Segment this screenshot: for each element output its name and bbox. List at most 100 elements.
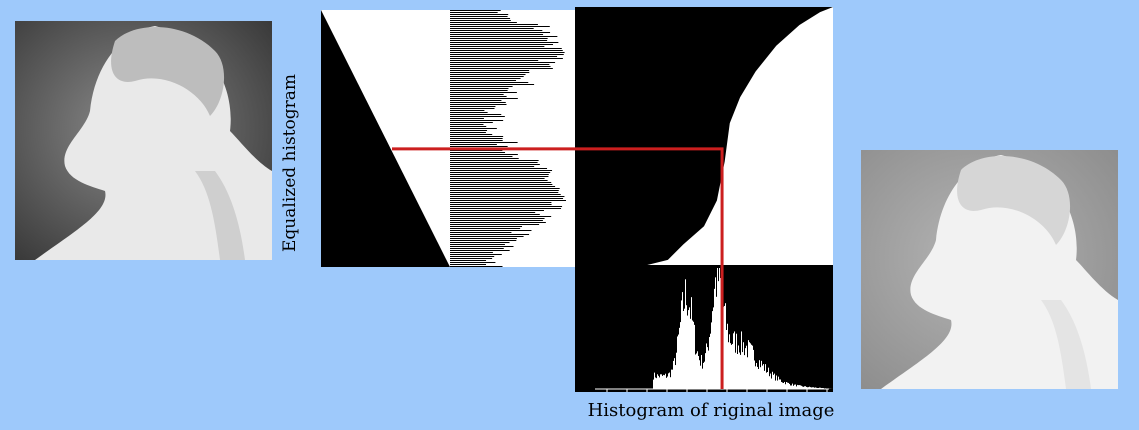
original-histogram-bar: [777, 380, 778, 389]
original-histogram-bar: [798, 385, 799, 389]
original-histogram-bar: [689, 307, 690, 389]
original-histogram-bar: [776, 375, 777, 389]
equalized-histogram-bar: [450, 96, 507, 97]
original-histogram-bar: [736, 333, 737, 389]
original-histogram-ticks: [595, 388, 829, 392]
equalized-histogram-bar: [450, 234, 530, 235]
equalized-histogram-bar: [450, 266, 503, 267]
original-histogram-bar: [681, 300, 682, 389]
original-histogram-bar: [743, 342, 744, 389]
equalized-histogram-bar: [450, 26, 550, 27]
equalized-histogram-bar: [450, 174, 549, 175]
original-histogram-bar: [809, 386, 810, 389]
original-histogram-bar: [720, 278, 721, 389]
equalized-histogram-bar: [450, 264, 487, 265]
equalized-histogram-bar: [450, 240, 517, 241]
equalized-histogram-bar: [450, 108, 495, 109]
equalized-histogram-bar: [450, 164, 540, 165]
equalized-histogram-bar: [450, 154, 518, 155]
equalized-histogram-bar: [450, 120, 504, 121]
equalized-histogram-bar: [450, 210, 544, 211]
original-image: [15, 21, 272, 260]
original-histogram-bar: [780, 379, 781, 389]
equalized-histogram-bar: [450, 20, 511, 21]
equalized-histogram-bar: [450, 32, 551, 33]
original-histogram-bar: [746, 345, 747, 389]
original-histogram-bar: [664, 375, 665, 389]
equalized-histogram-bar: [450, 142, 518, 143]
original-histogram-bar: [755, 366, 756, 389]
equalized-histogram-bar: [450, 88, 509, 89]
original-histogram-bar: [747, 357, 748, 389]
original-histogram-bar: [694, 324, 695, 389]
original-histogram-bar: [783, 383, 784, 389]
equalized-histogram-bar: [450, 104, 507, 105]
equalized-histogram-bar: [450, 192, 559, 193]
cdf-curve: [575, 7, 833, 265]
original-histogram-bar: [658, 375, 659, 389]
original-histogram-bar: [732, 343, 733, 389]
original-histogram-bar: [761, 360, 762, 389]
original-histogram-bar: [812, 387, 813, 389]
equalized-histogram-bar: [450, 204, 552, 205]
equalized-histogram-bar: [450, 90, 508, 91]
equalized-histogram-bar: [450, 36, 558, 37]
original-histogram-bar: [665, 373, 666, 389]
equalized-histogram-bar: [450, 262, 496, 263]
equalized-histogram-bar: [450, 70, 530, 71]
original-histogram-bar: [678, 334, 679, 389]
equalized-histogram-bar: [450, 168, 548, 169]
equalized-histogram-bar: [450, 224, 540, 225]
equalized-histogram-bars: [450, 10, 567, 267]
equalized-histogram-bar: [450, 252, 493, 253]
equalized-histogram-bar: [450, 132, 486, 133]
original-histogram-bar: [711, 322, 712, 389]
original-histogram-bar: [754, 360, 755, 389]
original-histogram-bar: [718, 281, 719, 389]
original-histogram-bar: [805, 386, 806, 389]
equalized-histogram-bar: [450, 260, 487, 261]
equalized-histogram-bar: [450, 152, 506, 153]
equalized-histogram-bar: [450, 190, 559, 191]
original-histogram-bar: [727, 323, 728, 389]
original-histogram-bar: [684, 308, 685, 389]
original-histogram-bar: [725, 303, 726, 389]
original-histogram-bar: [712, 311, 713, 389]
equalized-histogram-bar: [450, 136, 504, 137]
equalized-histogram-bar: [450, 198, 564, 199]
original-histogram-bar: [659, 377, 660, 389]
equalized-histogram-bar: [450, 34, 544, 35]
original-histogram-bar: [702, 368, 703, 389]
equalized-histogram-bar: [450, 56, 558, 57]
equalized-histogram-bar: [450, 196, 565, 197]
original-histogram-bar: [653, 379, 654, 389]
equalized-histogram-bar: [450, 222, 546, 223]
original-histogram-bar: [773, 374, 774, 389]
original-histogram-bar: [731, 344, 732, 389]
equalized-histogram-bar: [450, 144, 497, 145]
original-histogram-bar: [672, 369, 673, 389]
original-histogram-bar: [819, 387, 820, 389]
equalized-histogram-bar: [450, 48, 562, 49]
original-histogram-bar: [818, 387, 819, 389]
equalized-histogram-bar: [450, 112, 488, 113]
equalized-histogram-bar: [450, 68, 553, 69]
equalized-histogram-bar: [450, 110, 485, 111]
original-histogram-bar: [707, 347, 708, 389]
original-histogram-bar: [666, 377, 667, 389]
equalized-histogram-bar: [450, 76, 524, 77]
equalized-histogram-bar: [450, 150, 503, 151]
equalized-histogram-bar: [450, 52, 565, 53]
equalized-histogram-bar: [450, 86, 513, 87]
original-histogram-bar: [701, 354, 702, 389]
original-histogram-bar: [657, 374, 658, 389]
equalized-histogram-bar: [450, 138, 503, 139]
original-histogram-bar: [690, 318, 691, 389]
original-histogram-bar: [804, 386, 805, 389]
equalized-histogram-bar: [450, 100, 502, 101]
equalized-histogram-bar: [450, 16, 508, 17]
original-histogram-bar: [669, 372, 670, 389]
equalized-histogram-bar: [450, 238, 517, 239]
equalized-histogram-bar: [450, 242, 510, 243]
equalized-histogram-bar: [450, 54, 564, 55]
